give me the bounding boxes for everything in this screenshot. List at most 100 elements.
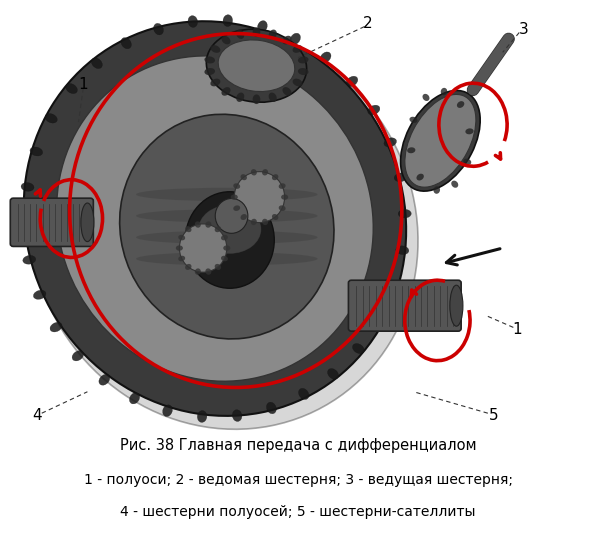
Ellipse shape <box>18 219 32 228</box>
Ellipse shape <box>81 203 94 241</box>
Ellipse shape <box>283 36 291 44</box>
Ellipse shape <box>269 93 277 102</box>
Ellipse shape <box>129 392 139 404</box>
Ellipse shape <box>206 29 306 102</box>
Ellipse shape <box>215 264 221 270</box>
Ellipse shape <box>154 23 163 35</box>
Ellipse shape <box>251 219 257 225</box>
Ellipse shape <box>423 94 430 101</box>
Ellipse shape <box>206 268 212 275</box>
Ellipse shape <box>231 195 238 200</box>
Ellipse shape <box>99 375 110 385</box>
Ellipse shape <box>222 87 231 96</box>
Ellipse shape <box>222 36 231 44</box>
Ellipse shape <box>346 76 358 86</box>
Ellipse shape <box>178 235 185 240</box>
Ellipse shape <box>24 21 406 416</box>
Ellipse shape <box>450 285 463 326</box>
Ellipse shape <box>241 214 247 220</box>
Ellipse shape <box>195 268 201 275</box>
Ellipse shape <box>253 27 260 37</box>
Ellipse shape <box>290 33 300 45</box>
Ellipse shape <box>204 68 215 75</box>
Ellipse shape <box>50 322 62 332</box>
Ellipse shape <box>298 68 309 75</box>
Ellipse shape <box>223 15 232 26</box>
Ellipse shape <box>433 186 440 194</box>
Ellipse shape <box>409 117 418 123</box>
Ellipse shape <box>206 222 212 227</box>
Ellipse shape <box>281 195 288 200</box>
Ellipse shape <box>279 205 285 211</box>
Text: 4 - шестерни полуосей; 5 - шестерни-сателлиты: 4 - шестерни полуосей; 5 - шестерни-сате… <box>120 506 476 520</box>
Ellipse shape <box>221 255 228 261</box>
Ellipse shape <box>45 114 57 123</box>
Ellipse shape <box>57 56 373 381</box>
Ellipse shape <box>266 402 277 414</box>
Ellipse shape <box>179 224 227 272</box>
Ellipse shape <box>407 147 415 153</box>
Ellipse shape <box>328 369 339 379</box>
Ellipse shape <box>33 290 46 299</box>
Ellipse shape <box>136 209 318 223</box>
Ellipse shape <box>188 16 197 27</box>
Text: 3: 3 <box>519 22 528 37</box>
Ellipse shape <box>372 314 385 323</box>
Ellipse shape <box>23 255 36 264</box>
Ellipse shape <box>368 105 380 115</box>
Ellipse shape <box>405 94 476 187</box>
Ellipse shape <box>262 169 268 176</box>
Ellipse shape <box>401 91 480 191</box>
Ellipse shape <box>72 351 83 361</box>
FancyBboxPatch shape <box>10 198 94 246</box>
Ellipse shape <box>224 245 231 251</box>
Ellipse shape <box>163 405 172 417</box>
Ellipse shape <box>253 94 260 104</box>
Ellipse shape <box>197 411 207 423</box>
Ellipse shape <box>272 174 278 180</box>
Ellipse shape <box>262 219 268 225</box>
Ellipse shape <box>396 246 409 254</box>
Ellipse shape <box>91 58 103 68</box>
Ellipse shape <box>299 388 309 399</box>
Ellipse shape <box>30 29 418 429</box>
Ellipse shape <box>236 93 244 102</box>
Text: 1 - полуоси; 2 - ведомая шестерня; 3 - ведущая шестерня;: 1 - полуоси; 2 - ведомая шестерня; 3 - в… <box>83 473 513 487</box>
Ellipse shape <box>463 158 471 165</box>
Ellipse shape <box>440 88 447 95</box>
Ellipse shape <box>185 192 274 288</box>
Ellipse shape <box>236 30 244 39</box>
Ellipse shape <box>387 281 400 290</box>
Ellipse shape <box>398 209 411 218</box>
Ellipse shape <box>185 264 191 270</box>
Ellipse shape <box>279 183 285 189</box>
Ellipse shape <box>233 205 240 211</box>
Ellipse shape <box>210 45 221 53</box>
Ellipse shape <box>269 30 277 39</box>
Ellipse shape <box>272 214 278 220</box>
Ellipse shape <box>241 174 247 180</box>
Ellipse shape <box>195 222 201 227</box>
Ellipse shape <box>136 188 318 201</box>
Ellipse shape <box>232 410 242 421</box>
Ellipse shape <box>221 235 228 240</box>
Ellipse shape <box>251 169 257 176</box>
Ellipse shape <box>121 38 131 49</box>
Ellipse shape <box>234 171 285 223</box>
Ellipse shape <box>198 205 261 253</box>
Ellipse shape <box>204 57 215 64</box>
Ellipse shape <box>293 45 303 53</box>
Ellipse shape <box>283 87 291 96</box>
Ellipse shape <box>417 174 424 181</box>
Ellipse shape <box>218 40 295 92</box>
Ellipse shape <box>178 255 185 261</box>
Ellipse shape <box>120 114 334 339</box>
Ellipse shape <box>30 147 43 156</box>
Ellipse shape <box>320 52 331 63</box>
Ellipse shape <box>185 226 191 232</box>
Ellipse shape <box>451 181 458 188</box>
Ellipse shape <box>176 245 183 251</box>
Ellipse shape <box>136 252 318 266</box>
Ellipse shape <box>215 226 221 232</box>
Ellipse shape <box>210 79 221 86</box>
